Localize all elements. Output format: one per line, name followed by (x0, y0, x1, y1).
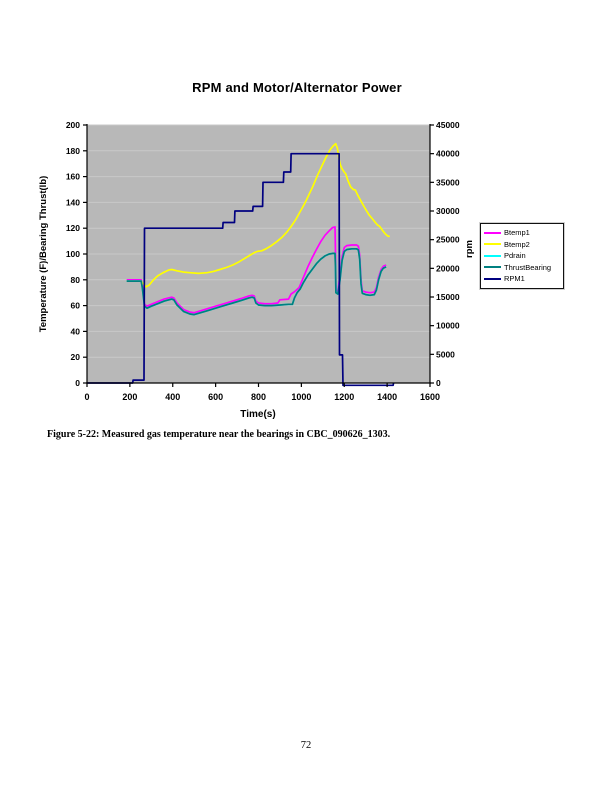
x-tick-label: 1600 (420, 392, 440, 402)
legend-label-pdrain: Pdrain (504, 251, 526, 261)
legend-item-btemp2: Btemp2 (484, 239, 561, 251)
y-right-tick-label: 40000 (436, 149, 460, 159)
x-tick-label: 1000 (291, 392, 311, 402)
y-left-tick-label: 60 (71, 301, 81, 311)
y-right-tick-label: 0 (436, 378, 441, 388)
legend-item-rpm1: RPM1 (484, 273, 561, 285)
y-left-tick-label: 180 (66, 146, 80, 156)
legend-swatch-thrustbearing (484, 266, 501, 269)
legend-item-pdrain: Pdrain (484, 250, 561, 262)
legend-item-thrustbearing: ThrustBearing (484, 262, 561, 274)
y-left-tick-label: 120 (66, 223, 80, 233)
legend: Btemp1 Btemp2 Pdrain ThrustBearing RPM1 (480, 223, 564, 289)
x-axis-title: Time(s) (240, 409, 275, 420)
figure-caption: Figure 5-22: Measured gas temperature ne… (47, 429, 391, 440)
legend-swatch-rpm1 (484, 277, 501, 280)
series-line-btemp2 (126, 142, 390, 288)
legend-label-thrustbearing: ThrustBearing (504, 262, 552, 272)
y-right-tick-label: 5000 (436, 349, 455, 359)
legend-swatch-btemp1 (484, 231, 501, 234)
chart-plot-svg: 0204060801001201401601802000500010000150… (38, 120, 475, 420)
x-tick-label: 200 (122, 392, 137, 402)
legend-label-btemp2: Btemp2 (504, 239, 530, 249)
y-right-tick-label: 30000 (436, 206, 460, 216)
legend-item-btemp1: Btemp1 (484, 227, 561, 239)
y-left-tick-label: 20 (71, 352, 81, 362)
legend-swatch-btemp2 (484, 243, 501, 246)
y-right-tick-label: 25000 (436, 235, 460, 245)
x-tick-label: 800 (251, 392, 266, 402)
series-line-rpm1 (87, 152, 395, 387)
y-left-tick-label: 140 (66, 197, 80, 207)
x-tick-label: 400 (165, 392, 180, 402)
x-tick-label: 1400 (377, 392, 397, 402)
y-axis-title-right: rpm (464, 240, 475, 258)
y-left-tick-label: 0 (75, 378, 80, 388)
y-left-tick-label: 200 (66, 120, 80, 130)
series-line-thrustbearing (126, 247, 387, 316)
chart-title: RPM and Motor/Alternator Power (192, 80, 402, 95)
y-right-tick-label: 20000 (436, 263, 460, 273)
legend-label-btemp1: Btemp1 (504, 228, 530, 238)
x-tick-label: 0 (84, 392, 89, 402)
legend-swatch-pdrain (484, 254, 501, 257)
x-tick-label: 600 (208, 392, 223, 402)
y-left-tick-label: 100 (66, 249, 80, 259)
y-right-tick-label: 10000 (436, 321, 460, 331)
y-right-tick-label: 35000 (436, 177, 460, 187)
y-axis-title-left: Temperature (F)/Bearing Thrust(lb) (38, 176, 49, 333)
y-right-tick-label: 15000 (436, 292, 460, 302)
y-right-tick-label: 45000 (436, 120, 460, 130)
x-tick-label: 1200 (334, 392, 354, 402)
y-left-tick-label: 160 (66, 172, 80, 182)
page-number: 72 (300, 740, 312, 751)
y-left-tick-label: 80 (71, 275, 81, 285)
y-left-tick-label: 40 (71, 326, 81, 336)
legend-label-rpm1: RPM1 (504, 274, 525, 284)
